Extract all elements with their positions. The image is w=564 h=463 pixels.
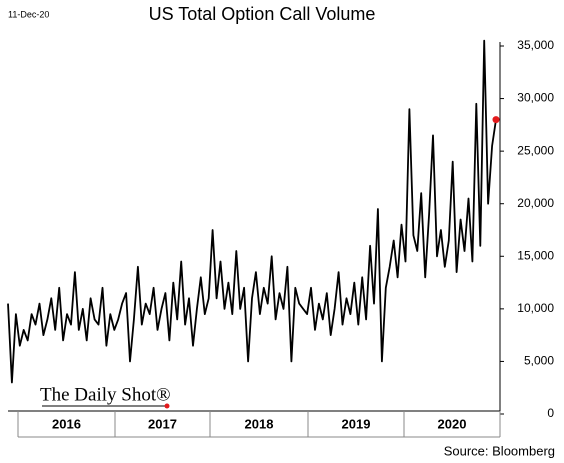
last-point <box>492 116 500 124</box>
y-tick-label: 5,000 <box>524 354 554 368</box>
x-tick-label: 2019 <box>342 416 371 431</box>
line-series <box>7 39 497 384</box>
y-tick-label: 25,000 <box>517 143 554 157</box>
x-tick-label: 2018 <box>245 416 274 431</box>
chart-title: US Total Option Call Volume <box>149 4 376 24</box>
y-tick-label: 35,000 <box>517 38 554 52</box>
date-label: 11-Dec-20 <box>8 9 49 19</box>
y-tick-label: 20,000 <box>517 196 554 210</box>
y-tick-label: 15,000 <box>517 248 554 262</box>
y-tick-label: 10,000 <box>517 301 554 315</box>
x-tick-label: 2017 <box>148 416 177 431</box>
watermark: The Daily Shot® <box>40 384 171 405</box>
x-tick-label: 2020 <box>438 416 467 431</box>
source: Source: Bloomberg <box>444 443 555 458</box>
watermark-dot <box>164 403 170 409</box>
y-tick-label: 0 <box>547 406 554 420</box>
x-tick-label: 2016 <box>52 416 81 431</box>
y-tick-label: 30,000 <box>517 91 554 105</box>
